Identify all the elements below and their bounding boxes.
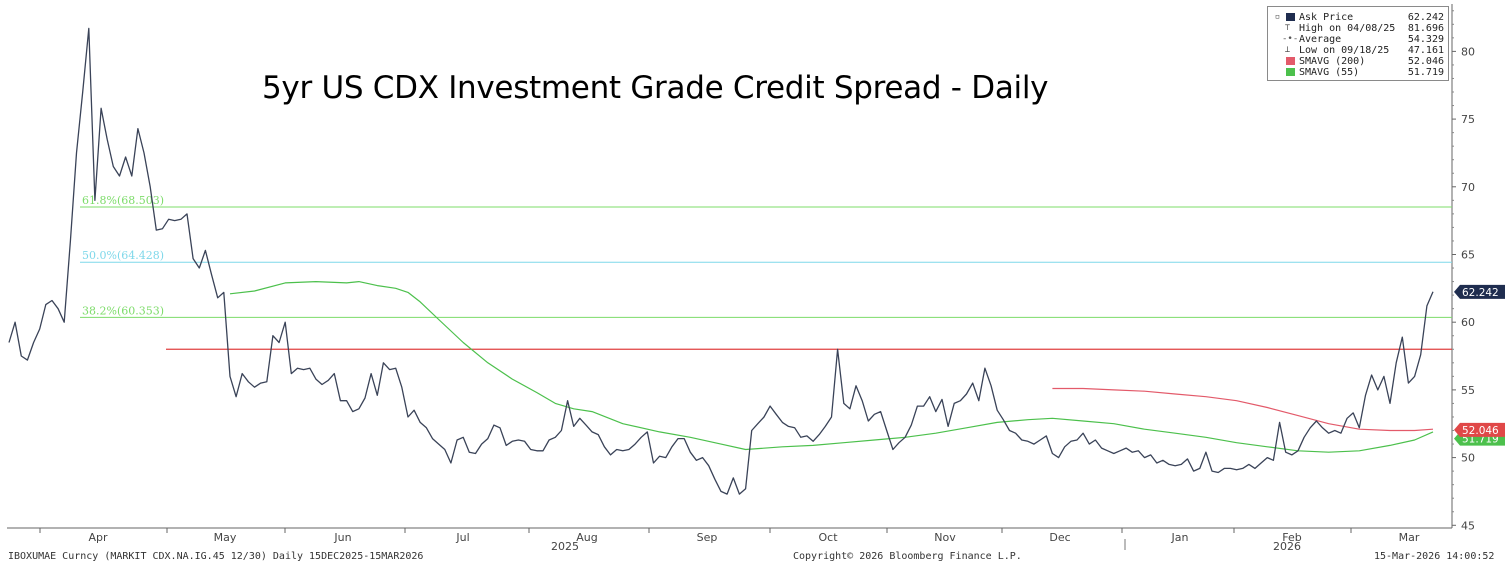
month-label: Sep (697, 531, 718, 544)
legend-item-smavg-55: SMAVG (55) 51.719 (1268, 67, 1448, 78)
y-tick-label: 70 (1461, 181, 1475, 194)
footer-timestamp: 15-Mar-2026 14:00:52 (1374, 551, 1495, 562)
chart-title: 5yr US CDX Investment Grade Credit Sprea… (262, 70, 1049, 106)
legend-item-low: ⊥ Low on 09/18/25 47.161 (1268, 45, 1448, 56)
fib-level-label: 61.8%(68.503) (82, 194, 164, 207)
month-label: Oct (818, 531, 838, 544)
legend-value: 52.046 (1407, 56, 1444, 67)
legend-item-average: -•- Average 54.329 (1268, 34, 1448, 45)
legend-label: Average (1299, 34, 1342, 45)
series-lines (8, 27, 1434, 495)
low-marker-icon: ⊥ (1284, 45, 1291, 55)
y-tick-label: 50 (1461, 452, 1475, 465)
month-label: Nov (934, 531, 956, 544)
fib-level-label: 50.0%(64.428) (82, 249, 164, 262)
legend-label: SMAVG (200) (1299, 56, 1366, 67)
high-marker-icon: ⊤ (1284, 23, 1291, 33)
legend-label: Low on 09/18/25 (1299, 45, 1390, 56)
y-tick-label: 45 (1461, 519, 1475, 532)
last-value-text: 62.242 (1462, 287, 1499, 299)
footer-copyright: Copyright© 2026 Bloomberg Finance L.P. (793, 551, 1022, 562)
y-tick-label: 75 (1461, 113, 1475, 126)
y-tick-label: 60 (1461, 316, 1475, 329)
month-label: Apr (88, 531, 108, 544)
reference-lines: 61.8%(68.503) 50.0%(64.428) 38.2%(60.353) (80, 194, 1452, 350)
legend-box: ▫ Ask Price 62.242 ⊤ High on 04/08/25 81… (1267, 6, 1449, 81)
month-label: Dec (1049, 531, 1070, 544)
legend-swatch-smavg-55 (1286, 68, 1295, 76)
month-label: Mar (1399, 531, 1420, 544)
y-tick-label: 80 (1461, 45, 1475, 58)
legend-value: 54.329 (1407, 34, 1444, 45)
y-axis: 45 50 55 60 65 70 75 80 (1452, 10, 1475, 532)
legend-handle-icon: ▫ (1274, 12, 1281, 22)
legend-item-high: ⊤ High on 04/08/25 81.696 (1268, 23, 1448, 34)
legend-label: High on 04/08/25 (1299, 23, 1396, 34)
legend-item-ask-price: ▫ Ask Price 62.242 (1268, 12, 1448, 23)
ask-price-line (8, 27, 1434, 495)
legend-swatch-smavg-200 (1286, 57, 1295, 65)
x-axis: Apr May Jun Jul Aug Sep Oct Nov Dec Jan Feb Mar 2025… (39, 528, 1420, 553)
month-label: May (214, 531, 237, 544)
footer-ticker-info: IBOXUMAE Curncy (MARKIT CDX.NA.IG.45 12/… (8, 551, 424, 562)
month-label: Jul (455, 531, 469, 544)
legend-label: Ask Price (1299, 12, 1354, 23)
fib-level-label: 38.2%(60.353) (82, 304, 164, 317)
legend-swatch-ask-price (1286, 13, 1295, 21)
legend-value: 51.719 (1407, 67, 1444, 78)
month-label: Jun (333, 531, 351, 544)
smavg-55-line (229, 281, 1434, 453)
chart-frame (7, 4, 1453, 529)
y-tick-label: 55 (1461, 384, 1475, 397)
month-label: Aug (576, 531, 597, 544)
average-marker-icon: -•- (1282, 34, 1299, 44)
legend-value: 62.242 (1407, 12, 1444, 23)
month-label: Jan (1171, 531, 1189, 544)
year-label: 2025 (551, 540, 579, 553)
y-tick-label: 65 (1461, 248, 1475, 261)
legend-item-smavg-200: SMAVG (200) 52.046 (1268, 56, 1448, 67)
smavg-200-line (1052, 387, 1434, 432)
last-value-text: 52.046 (1462, 425, 1499, 437)
legend-value: 47.161 (1407, 45, 1444, 56)
month-label: Feb (1282, 531, 1301, 544)
year-label: 2026 (1273, 540, 1301, 553)
last-value-tag: 52.046 (1454, 422, 1505, 437)
legend-label: SMAVG (55) (1299, 67, 1360, 78)
legend-value: 81.696 (1407, 23, 1444, 34)
last-value-tag: 62.242 (1454, 284, 1505, 299)
